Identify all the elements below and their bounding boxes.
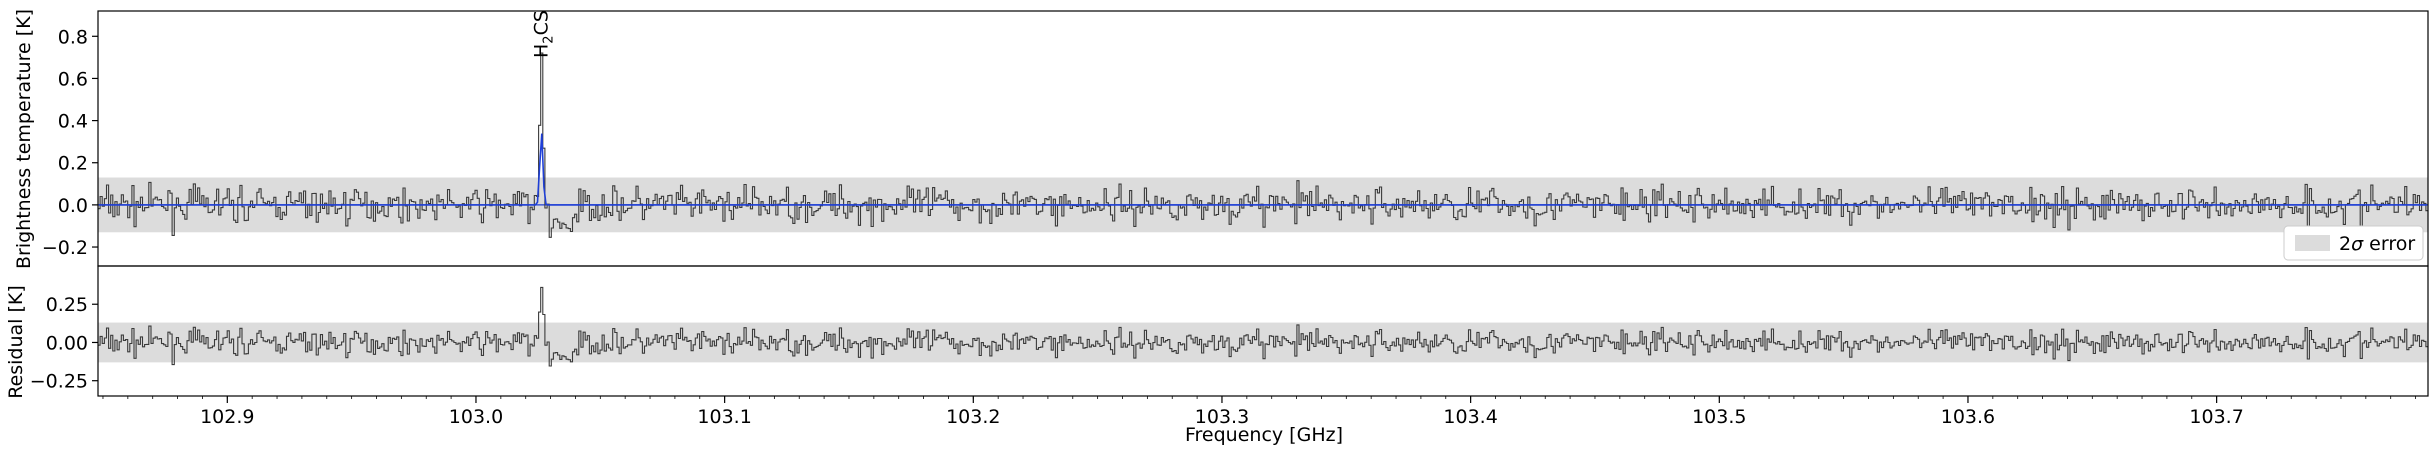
h2cs-annotation: H2CS bbox=[531, 10, 557, 58]
annotation-sub: 2 bbox=[542, 35, 557, 43]
x-tick-label: 103.1 bbox=[697, 406, 751, 428]
annotation-main: H bbox=[531, 44, 553, 58]
top-y-tick-label: 0.4 bbox=[58, 111, 88, 133]
bottom-y-tick-label: −0.25 bbox=[30, 371, 88, 393]
top-y-tick-label: 0.0 bbox=[58, 195, 88, 217]
axis-ticks: −0.2 0.0 0.2 0.4 0.6 0.8 −0.25 0.00 0.25 102.9 103… bbox=[30, 26, 2416, 428]
residual-spectrum bbox=[98, 286, 2428, 367]
x-tick-label: 103.2 bbox=[946, 406, 1000, 428]
legend-swatch bbox=[2295, 235, 2330, 251]
x-tick-label: 102.9 bbox=[200, 406, 254, 428]
x-axis-label: Frequency [GHz] bbox=[1185, 424, 1343, 446]
x-tick-label: 103.7 bbox=[2189, 406, 2243, 428]
annotation-tail: CS bbox=[531, 10, 553, 35]
top-y-tick-label: 0.2 bbox=[58, 153, 88, 175]
x-tick-label: 103.5 bbox=[1692, 406, 1746, 428]
top-y-tick-label: 0.8 bbox=[58, 26, 88, 48]
bottom-y-tick-label: 0.25 bbox=[46, 294, 88, 316]
bottom-y-tick-label: 0.00 bbox=[46, 332, 88, 354]
legend: 2σ error bbox=[2283, 225, 2424, 261]
svg-text:H2CS: H2CS bbox=[531, 10, 557, 58]
x-tick-label: 103.0 bbox=[449, 406, 503, 428]
model-fit-line bbox=[99, 133, 2427, 206]
x-tick-label: 103.6 bbox=[1941, 406, 1995, 428]
bottom-axes-frame bbox=[97, 265, 2429, 397]
top-model-fit bbox=[99, 133, 2427, 206]
x-tick-label: 103.4 bbox=[1443, 406, 1497, 428]
bottom-y-axis-label: Residual [K] bbox=[5, 285, 27, 399]
axes-frames bbox=[97, 10, 2429, 397]
residual-line bbox=[98, 286, 2428, 367]
top-y-axis-label: Brightness temperature [K] bbox=[13, 9, 35, 269]
top-y-tick-label: 0.6 bbox=[58, 68, 88, 90]
top-y-tick-label: −0.2 bbox=[42, 237, 88, 259]
legend-frame bbox=[2283, 225, 2424, 261]
x-tick-label: 103.3 bbox=[1195, 406, 1249, 428]
legend-label: 2σ error bbox=[2339, 233, 2415, 255]
